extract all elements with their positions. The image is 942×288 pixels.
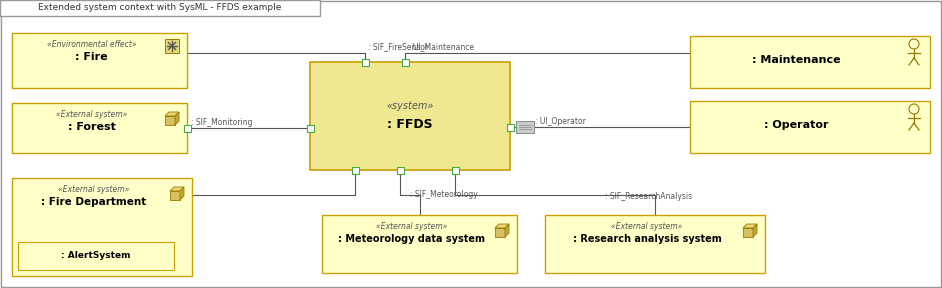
Text: «External system»: «External system» bbox=[611, 222, 683, 231]
Text: : UI_Operator: : UI_Operator bbox=[535, 117, 586, 126]
Text: : FFDS: : FFDS bbox=[387, 118, 432, 130]
Text: : Meteorology data system: : Meteorology data system bbox=[338, 234, 485, 244]
FancyBboxPatch shape bbox=[545, 215, 765, 273]
FancyBboxPatch shape bbox=[690, 36, 930, 88]
Text: «External system»: «External system» bbox=[376, 222, 447, 231]
FancyBboxPatch shape bbox=[397, 166, 403, 173]
Polygon shape bbox=[175, 112, 179, 125]
Polygon shape bbox=[743, 224, 757, 228]
FancyBboxPatch shape bbox=[184, 124, 190, 132]
FancyBboxPatch shape bbox=[451, 166, 459, 173]
FancyBboxPatch shape bbox=[18, 242, 174, 270]
FancyBboxPatch shape bbox=[170, 191, 180, 200]
FancyBboxPatch shape bbox=[12, 33, 187, 88]
FancyBboxPatch shape bbox=[516, 121, 534, 133]
Text: : Forest: : Forest bbox=[68, 122, 116, 132]
Text: : SIF_ResearchAnalysis: : SIF_ResearchAnalysis bbox=[605, 192, 692, 201]
Text: : SIF_FireSensor: : SIF_FireSensor bbox=[368, 43, 428, 52]
Text: Extended system context with SysML - FFDS example: Extended system context with SysML - FFD… bbox=[39, 3, 282, 12]
Text: : UI_Maintenance: : UI_Maintenance bbox=[408, 43, 474, 52]
FancyBboxPatch shape bbox=[351, 166, 359, 173]
FancyBboxPatch shape bbox=[690, 101, 930, 153]
Text: : SIF_Monitoring: : SIF_Monitoring bbox=[191, 118, 252, 127]
Text: : Operator: : Operator bbox=[764, 120, 828, 130]
Text: «External system»: «External system» bbox=[56, 110, 127, 119]
FancyBboxPatch shape bbox=[362, 58, 368, 65]
FancyBboxPatch shape bbox=[401, 58, 409, 65]
FancyBboxPatch shape bbox=[165, 116, 175, 125]
FancyBboxPatch shape bbox=[0, 0, 320, 16]
FancyBboxPatch shape bbox=[306, 124, 314, 132]
Text: «External system»: «External system» bbox=[58, 185, 130, 194]
FancyBboxPatch shape bbox=[495, 228, 505, 237]
Text: : AlertSystem: : AlertSystem bbox=[61, 251, 131, 261]
FancyBboxPatch shape bbox=[12, 178, 192, 276]
Polygon shape bbox=[180, 187, 184, 200]
Text: : SIF_Meteorology: : SIF_Meteorology bbox=[410, 190, 478, 199]
Text: : Fire: : Fire bbox=[75, 52, 107, 62]
FancyBboxPatch shape bbox=[12, 103, 187, 153]
FancyBboxPatch shape bbox=[743, 228, 753, 237]
Polygon shape bbox=[753, 224, 757, 237]
Polygon shape bbox=[165, 112, 179, 116]
Polygon shape bbox=[170, 187, 184, 191]
FancyBboxPatch shape bbox=[165, 39, 179, 53]
Text: «Environmental effect»: «Environmental effect» bbox=[47, 40, 137, 49]
Text: : SIF_Meteorology: : SIF_Meteorology bbox=[107, 192, 175, 201]
Text: «system»: «system» bbox=[386, 101, 433, 111]
FancyBboxPatch shape bbox=[310, 62, 510, 170]
Polygon shape bbox=[505, 224, 509, 237]
FancyBboxPatch shape bbox=[322, 215, 517, 273]
Polygon shape bbox=[495, 224, 509, 228]
Text: : Maintenance: : Maintenance bbox=[752, 55, 840, 65]
Text: : Research analysis system: : Research analysis system bbox=[573, 234, 722, 244]
FancyBboxPatch shape bbox=[507, 124, 513, 130]
Text: : Fire Department: : Fire Department bbox=[41, 197, 147, 207]
